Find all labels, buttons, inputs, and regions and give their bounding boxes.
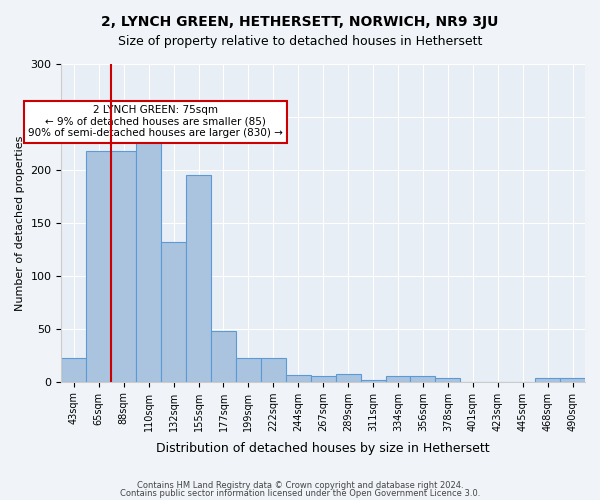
Text: 2, LYNCH GREEN, HETHERSETT, NORWICH, NR9 3JU: 2, LYNCH GREEN, HETHERSETT, NORWICH, NR9… xyxy=(101,15,499,29)
Y-axis label: Number of detached properties: Number of detached properties xyxy=(15,135,25,310)
Bar xyxy=(410,376,436,382)
Bar xyxy=(286,376,311,382)
Bar xyxy=(311,376,335,382)
Bar xyxy=(361,380,386,382)
Text: 2 LYNCH GREEN: 75sqm
← 9% of detached houses are smaller (85)
90% of semi-detach: 2 LYNCH GREEN: 75sqm ← 9% of detached ho… xyxy=(28,106,283,138)
Bar xyxy=(386,376,410,382)
Bar xyxy=(186,175,211,382)
Bar xyxy=(111,151,136,382)
Bar xyxy=(560,378,585,382)
Bar xyxy=(261,358,286,382)
Bar xyxy=(436,378,460,382)
Bar xyxy=(61,358,86,382)
X-axis label: Distribution of detached houses by size in Hethersett: Distribution of detached houses by size … xyxy=(157,442,490,455)
Text: Size of property relative to detached houses in Hethersett: Size of property relative to detached ho… xyxy=(118,35,482,48)
Bar xyxy=(335,374,361,382)
Bar xyxy=(136,122,161,382)
Bar xyxy=(161,242,186,382)
Bar xyxy=(535,378,560,382)
Text: Contains HM Land Registry data © Crown copyright and database right 2024.: Contains HM Land Registry data © Crown c… xyxy=(137,481,463,490)
Bar xyxy=(86,151,111,382)
Bar xyxy=(236,358,261,382)
Bar xyxy=(211,331,236,382)
Text: Contains public sector information licensed under the Open Government Licence 3.: Contains public sector information licen… xyxy=(120,488,480,498)
